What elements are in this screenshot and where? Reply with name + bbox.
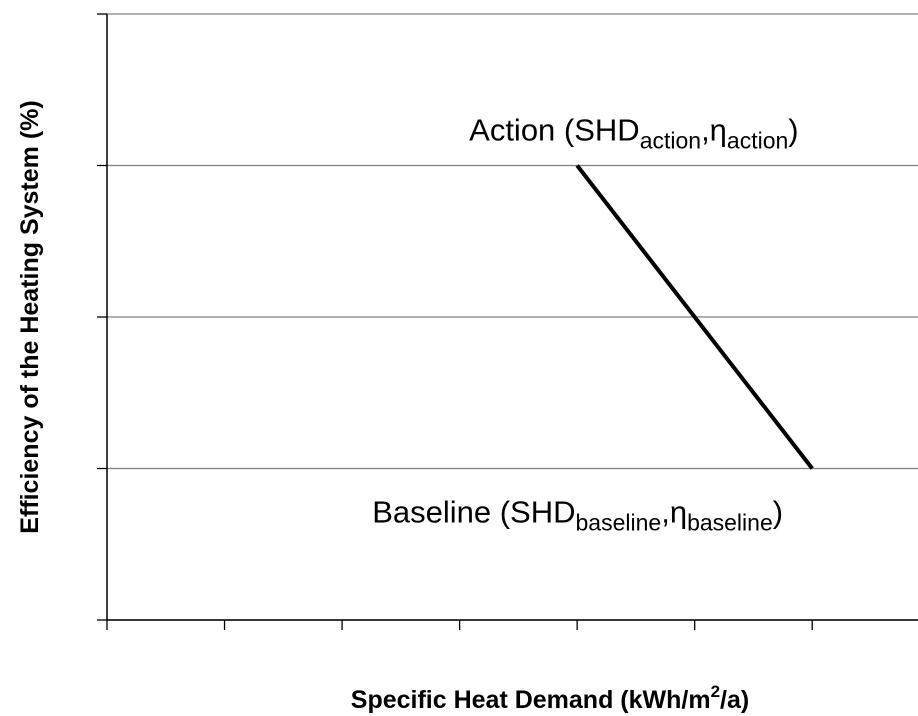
annotation-text: Action (SHD [469,113,640,148]
annotation-subscript: action [727,128,788,154]
annotation-text: ) [788,113,798,148]
annotation-subscript: action [640,128,701,154]
x-axis-label-text: Specific Heat Demand (kWh/m [351,686,711,714]
annotation: Action (SHDaction,ηaction) [469,113,798,154]
annotation-text: ,η [701,113,727,148]
line [575,164,814,470]
annotation: Baseline (SHDbaseline,ηbaseline) [372,495,783,536]
annotation-text: ) [773,495,783,530]
x-axis-label-text: /a) [720,686,749,714]
annotation-text: Baseline (SHD [372,495,575,530]
y-axis-label: Efficiency of the Heating System (%) [16,100,44,533]
x-axis-label: Specific Heat Demand (kWh/m2/a) [351,682,749,714]
annotation-subscript: baseline [576,510,662,536]
annotation-subscript: baseline [687,510,773,536]
x-axis-label-superscript: 2 [711,682,720,701]
annotation-text: ,η [661,495,687,530]
